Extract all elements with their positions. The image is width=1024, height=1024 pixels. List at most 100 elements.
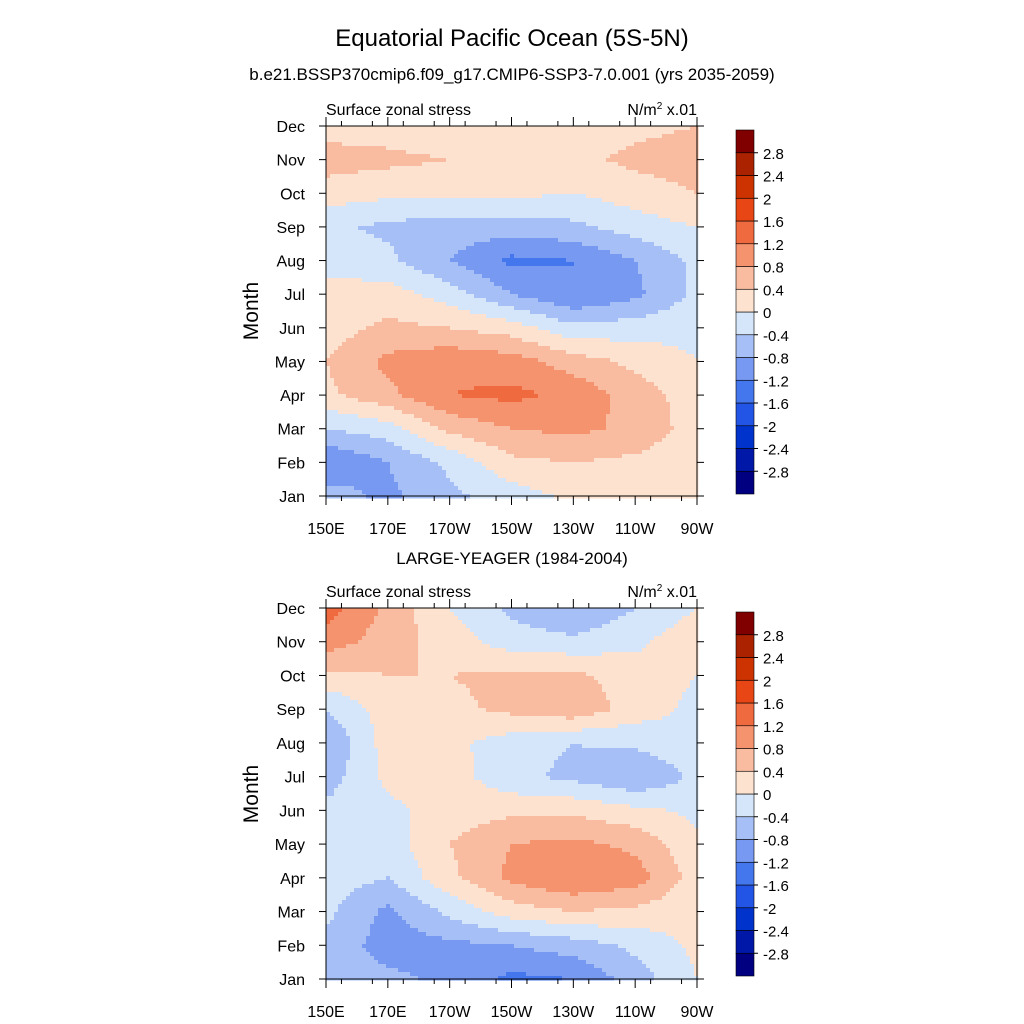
- heatmap-cell: [374, 182, 379, 187]
- heatmap-cell: [418, 270, 423, 275]
- heatmap-cell: [426, 254, 431, 259]
- heatmap-cell: [342, 230, 347, 235]
- heatmap-cell: [526, 298, 531, 303]
- heatmap-cell: [662, 150, 667, 155]
- heatmap-cell: [334, 150, 339, 155]
- heatmap-cell: [542, 198, 547, 203]
- heatmap-cell: [350, 262, 355, 267]
- heatmap-cell: [542, 186, 547, 191]
- heatmap-cell: [614, 270, 619, 275]
- heatmap-cell: [618, 186, 623, 191]
- heatmap-cell: [518, 274, 523, 279]
- heatmap-cell: [578, 250, 583, 255]
- heatmap-cell: [338, 254, 343, 259]
- heatmap-cell: [458, 154, 463, 159]
- heatmap-cell: [326, 326, 331, 331]
- heatmap-cell: [646, 210, 651, 215]
- heatmap-cell: [674, 334, 679, 339]
- heatmap-cell: [578, 222, 583, 227]
- heatmap-cell: [374, 134, 379, 139]
- heatmap-cell: [582, 214, 587, 219]
- heatmap-cell: [334, 174, 339, 179]
- heatmap-cell: [426, 330, 431, 335]
- heatmap-cell: [442, 166, 447, 171]
- heatmap-cell: [598, 170, 603, 175]
- heatmap-cell: [586, 242, 591, 247]
- heatmap-cell: [558, 162, 563, 167]
- heatmap-cell: [574, 166, 579, 171]
- heatmap-cell: [694, 130, 699, 135]
- heatmap-cell: [482, 146, 487, 151]
- heatmap-cell: [498, 182, 503, 187]
- heatmap-cell: [658, 282, 663, 287]
- heatmap-cell: [410, 206, 415, 211]
- heatmap-cell: [338, 214, 343, 219]
- heatmap-cell: [642, 274, 647, 279]
- heatmap-cell: [374, 338, 379, 343]
- heatmap-cell: [390, 306, 395, 311]
- heatmap-cell: [438, 302, 443, 307]
- heatmap-cell: [518, 194, 523, 199]
- heatmap-cell: [406, 138, 411, 143]
- heatmap-cell: [362, 126, 367, 131]
- heatmap-cell: [658, 322, 663, 327]
- heatmap-cell: [434, 230, 439, 235]
- heatmap-cell: [674, 322, 679, 327]
- heatmap-cell: [450, 198, 455, 203]
- heatmap-cell: [682, 266, 687, 271]
- heatmap-cell: [390, 234, 395, 239]
- heatmap-cell: [550, 258, 555, 263]
- heatmap-cell: [326, 202, 331, 207]
- heatmap-cell: [490, 218, 495, 223]
- heatmap-cell: [506, 246, 511, 251]
- heatmap-cell: [578, 126, 583, 131]
- heatmap-cell: [642, 278, 647, 283]
- heatmap-cell: [354, 314, 359, 319]
- heatmap-cell: [622, 334, 627, 339]
- heatmap-cell: [678, 238, 683, 243]
- heatmap-cell: [614, 314, 619, 319]
- heatmap-cell: [450, 334, 455, 339]
- heatmap-cell: [514, 290, 519, 295]
- heatmap-cell: [434, 210, 439, 215]
- heatmap-cell: [690, 130, 695, 135]
- heatmap-cell: [522, 150, 527, 155]
- heatmap-cell: [458, 142, 463, 147]
- heatmap-cell: [450, 262, 455, 267]
- heatmap-cell: [650, 266, 655, 271]
- heatmap-cell: [550, 310, 555, 315]
- heatmap-cell: [358, 274, 363, 279]
- heatmap-cell: [370, 226, 375, 231]
- heatmap-cell: [326, 318, 331, 323]
- heatmap-cell: [578, 242, 583, 247]
- heatmap-cell: [574, 162, 579, 167]
- heatmap-cell: [586, 230, 591, 235]
- heatmap-cell: [446, 234, 451, 239]
- heatmap-cell: [410, 314, 415, 319]
- heatmap-cell: [366, 298, 371, 303]
- heatmap-cell: [550, 130, 555, 135]
- heatmap-cell: [362, 178, 367, 183]
- heatmap-cell: [506, 182, 511, 187]
- heatmap-cell: [410, 310, 415, 315]
- heatmap-cell: [558, 178, 563, 183]
- heatmap-cell: [422, 310, 427, 315]
- heatmap-cell: [334, 142, 339, 147]
- heatmap-cell: [522, 218, 527, 223]
- heatmap-cell: [558, 150, 563, 155]
- heatmap-cell: [354, 174, 359, 179]
- heatmap-cell: [358, 258, 363, 263]
- heatmap-cell: [682, 326, 687, 331]
- heatmap-cell: [414, 326, 419, 331]
- heatmap-cell: [554, 298, 559, 303]
- heatmap-cell: [586, 178, 591, 183]
- heatmap-cell: [446, 330, 451, 335]
- heatmap-cell: [506, 298, 511, 303]
- heatmap-cell: [594, 302, 599, 307]
- heatmap-cell: [670, 194, 675, 199]
- heatmap-cell: [670, 142, 675, 147]
- heatmap-cell: [402, 214, 407, 219]
- heatmap-cell: [670, 286, 675, 291]
- heatmap-cell: [558, 266, 563, 271]
- heatmap-cell: [334, 330, 339, 335]
